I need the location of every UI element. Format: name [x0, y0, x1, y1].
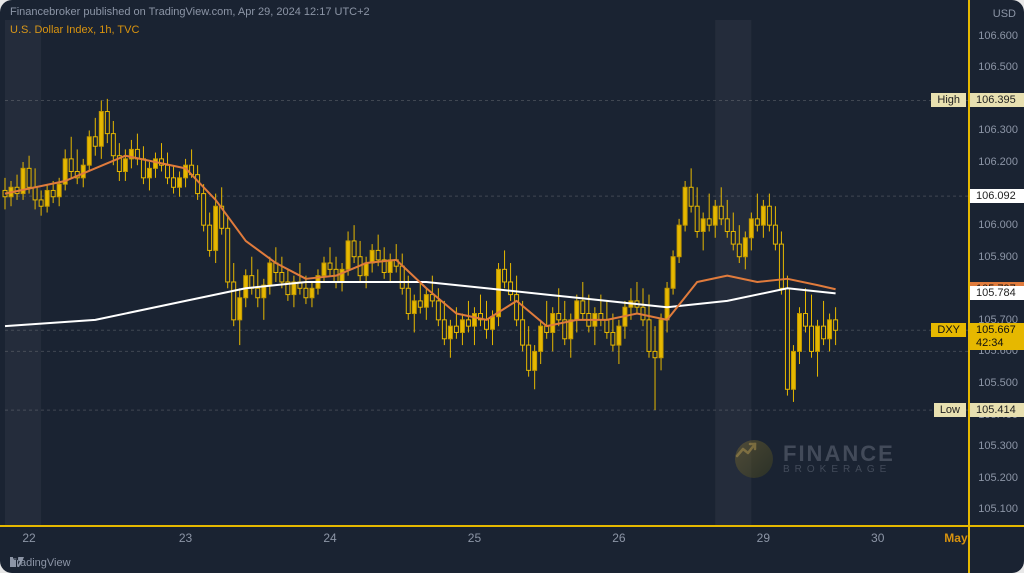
- x-tick-future: May: [944, 531, 967, 545]
- x-tick: 23: [179, 531, 192, 545]
- y-tick: 106.200: [978, 156, 1018, 168]
- y-tick: 105.200: [978, 472, 1018, 484]
- watermark-line2: BROKERAGE: [783, 465, 895, 475]
- tradingview-credit: TradingView: [10, 557, 71, 569]
- x-axis: 22 23 24 25 26 29 30 May: [0, 531, 1024, 563]
- price-tag-label: DXY: [931, 323, 966, 337]
- price-tag-value: 105.667: [970, 323, 1024, 337]
- price-tag-label: High: [931, 93, 966, 107]
- watermark: FINANCE BROKERAGE: [735, 440, 895, 478]
- publisher-line: Financebroker published on TradingView.c…: [10, 6, 370, 18]
- watermark-line1: FINANCE: [783, 443, 895, 465]
- y-tick: 105.900: [978, 251, 1018, 263]
- price-tag-value: 106.092: [970, 189, 1024, 203]
- x-tick: 24: [323, 531, 336, 545]
- tradingview-icon: [10, 557, 24, 567]
- x-tick: 22: [22, 531, 35, 545]
- y-tick: 106.500: [978, 61, 1018, 73]
- y-tick: 105.300: [978, 440, 1018, 452]
- y-axis-unit: USD: [993, 8, 1016, 20]
- price-tag-value: 106.395: [970, 93, 1024, 107]
- price-tag-label: Low: [934, 403, 966, 417]
- x-tick: 25: [468, 531, 481, 545]
- y-tick: 106.600: [978, 30, 1018, 42]
- axis-border-horizontal: [0, 525, 1024, 527]
- y-tick: 105.500: [978, 377, 1018, 389]
- price-tag-value: 105.784: [970, 286, 1024, 300]
- y-tick: 106.300: [978, 124, 1018, 136]
- x-tick: 30: [871, 531, 884, 545]
- x-tick: 29: [757, 531, 770, 545]
- watermark-icon: [735, 440, 773, 478]
- y-tick: 106.000: [978, 219, 1018, 231]
- price-tag-value: 105.414: [970, 403, 1024, 417]
- x-tick: 26: [612, 531, 625, 545]
- axis-border-vertical: [968, 0, 970, 573]
- y-tick: 105.100: [978, 503, 1018, 515]
- price-tag-countdown: 42:34: [970, 336, 1024, 350]
